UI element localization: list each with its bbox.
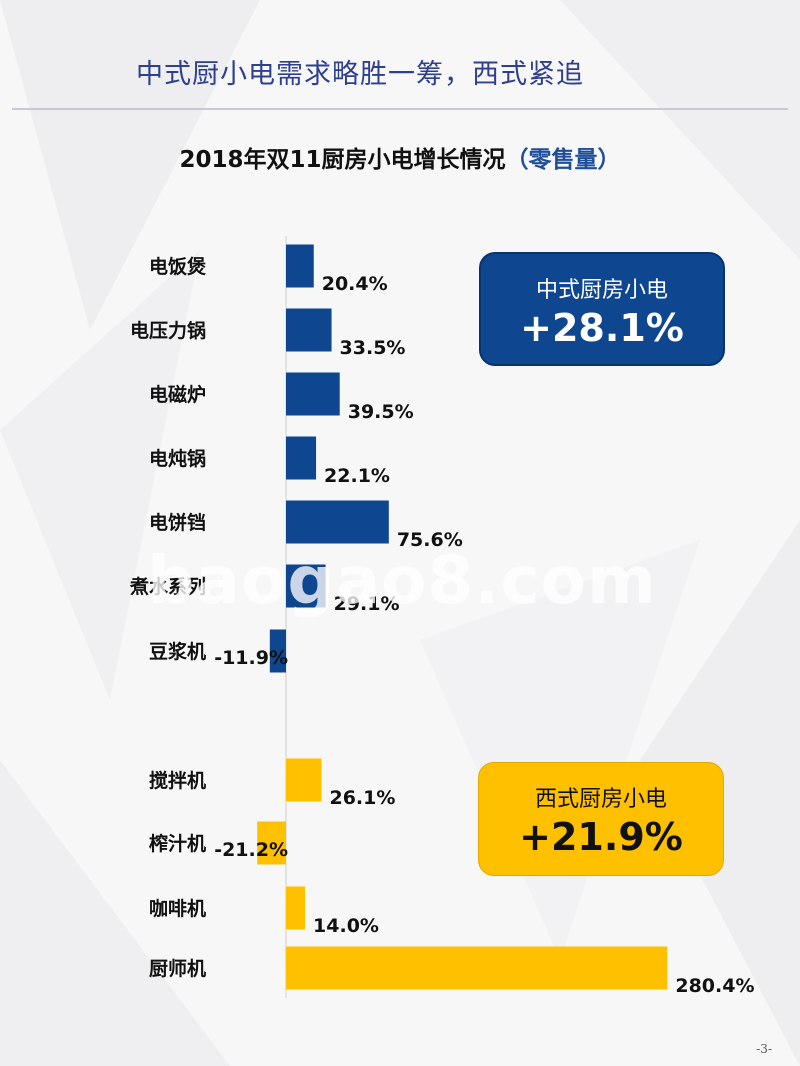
page-number: -3- <box>756 1042 772 1056</box>
western-summary-label: 西式厨房小电 <box>534 787 667 812</box>
chinese-summary-value: +28.1% <box>520 306 684 350</box>
category-label: 电饼铛 <box>149 511 206 534</box>
category-label: 搅拌机 <box>149 769 206 792</box>
bar-咖啡机 <box>286 886 306 930</box>
value-label: -11.9% <box>214 647 288 669</box>
category-label: 电炖锅 <box>149 447 206 470</box>
category-label: 豆浆机 <box>149 640 206 663</box>
chart-title: 2018年双11厨房小电增长情况（零售量） <box>0 140 800 174</box>
slide-title: 中式厨小电需求略胜一筹，西式紧追 <box>136 59 584 90</box>
title-divider <box>12 108 788 110</box>
category-label: 煮水系列 <box>129 575 206 598</box>
bar-榨汁机 <box>257 821 286 865</box>
category-label: 厨师机 <box>149 958 206 980</box>
value-label: 75.6% <box>397 529 463 551</box>
chinese-summary-label: 中式厨房小电 <box>535 278 668 303</box>
bar-煮水系列 <box>286 564 326 608</box>
value-label: 14.0% <box>313 915 379 937</box>
bar-电饭煲 <box>286 244 314 288</box>
bar-搅拌机 <box>286 758 322 802</box>
bar-豆浆机 <box>269 629 286 673</box>
value-label: 20.4% <box>322 273 388 295</box>
value-label: 280.4% <box>675 975 754 997</box>
value-label: 26.1% <box>329 787 395 809</box>
bar-电炖锅 <box>286 436 317 480</box>
category-label: 电饭煲 <box>149 255 207 278</box>
value-label: 33.5% <box>340 337 406 359</box>
bar-电压力锅 <box>286 308 332 352</box>
western-summary-box: 西式厨房小电 +21.9% <box>478 762 724 876</box>
category-label: 电磁炉 <box>149 383 206 406</box>
value-label: 39.5% <box>348 401 414 423</box>
bar-电饼铛 <box>286 500 389 544</box>
value-label: -21.2% <box>214 839 288 861</box>
western-summary-value: +21.9% <box>519 815 683 859</box>
bar-厨师机 <box>286 946 668 990</box>
category-label: 榨汁机 <box>149 832 206 855</box>
chinese-summary-box: 中式厨房小电 +28.1% <box>479 252 725 366</box>
category-label: 电压力锅 <box>130 319 206 342</box>
value-label: 22.1% <box>324 465 390 487</box>
bar-电磁炉 <box>286 372 340 416</box>
watermark: baogao8.com <box>147 542 657 619</box>
category-label: 咖啡机 <box>149 897 206 920</box>
chart-title-unit: （零售量） <box>505 147 621 173</box>
chart-title-text: 2018年双11厨房小电增长情况 <box>179 147 506 173</box>
value-label: 29.1% <box>334 593 400 615</box>
